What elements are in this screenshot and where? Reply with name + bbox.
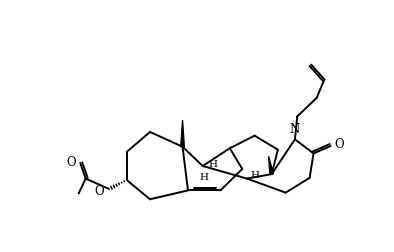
Text: H: H — [208, 160, 217, 169]
Text: N: N — [290, 123, 300, 136]
Text: O: O — [95, 185, 104, 198]
Polygon shape — [269, 156, 273, 174]
Polygon shape — [181, 120, 184, 147]
Text: H: H — [250, 172, 259, 180]
Text: H: H — [200, 173, 209, 182]
Text: O: O — [335, 138, 344, 151]
Text: O: O — [67, 156, 76, 169]
